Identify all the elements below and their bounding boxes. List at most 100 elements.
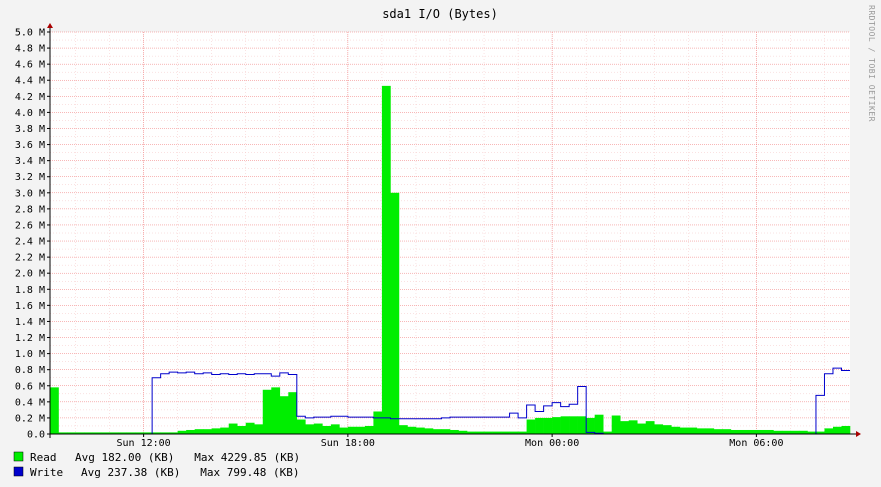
read-bar — [526, 419, 536, 434]
read-bar — [169, 432, 178, 434]
y-tick-label: 4.2 M — [15, 92, 45, 103]
read-bar — [194, 429, 204, 434]
read-bar — [688, 427, 698, 434]
y-tick-label: 3.4 M — [15, 156, 45, 167]
y-tick-label: 5.0 M — [15, 28, 45, 39]
y-tick-label: 2.8 M — [15, 204, 45, 215]
read-bar — [237, 425, 247, 434]
read-bar — [713, 429, 723, 434]
read-bar — [186, 429, 195, 434]
read-bar — [773, 430, 783, 434]
read-bar — [415, 427, 425, 434]
read-bar — [347, 426, 357, 434]
read-bar — [492, 431, 502, 434]
y-tick-label: 2.2 M — [15, 253, 45, 264]
x-axis-ticks: Sun 12:00 Sun 18:00 Mon 00:00 Mon 06:00 — [117, 434, 783, 449]
read-bar — [790, 430, 800, 434]
read-bar — [58, 432, 68, 434]
read-bar — [271, 387, 281, 434]
read-bar — [747, 429, 757, 434]
read-bar — [330, 424, 340, 434]
y-tick-label: 0.8 M — [15, 365, 45, 376]
read-bar — [722, 429, 732, 434]
read-bar — [696, 428, 706, 434]
read-bar — [637, 423, 647, 434]
read-bar — [364, 425, 374, 434]
read-bar — [705, 428, 715, 434]
y-tick-label: 2.0 M — [15, 269, 45, 280]
read-bar — [560, 416, 570, 434]
chart-title: sda1 I/O (Bytes) — [382, 7, 498, 21]
y-tick-label: 0.0 — [27, 430, 45, 441]
read-bar — [509, 431, 519, 434]
read-bar — [254, 424, 264, 434]
read-bar — [262, 389, 272, 434]
y-tick-label: 4.0 M — [15, 108, 45, 119]
y-tick-label: 4.8 M — [15, 44, 45, 55]
read-bar — [390, 192, 400, 434]
read-bar — [543, 417, 553, 434]
read-bar — [339, 427, 349, 434]
read-bar — [160, 432, 170, 434]
major-gridlines — [50, 31, 850, 434]
legend-write-stats: Avg 237.38 (KB) Max 799.48 (KB) — [81, 466, 300, 479]
read-bar — [203, 429, 213, 434]
read-bar — [245, 422, 255, 434]
legend: Read Avg 182.00 (KB) Max 4229.85 (KB) Wr… — [13, 451, 300, 479]
read-bar — [143, 432, 153, 434]
read-bar — [432, 429, 442, 434]
read-bar — [279, 396, 289, 434]
read-bar — [671, 426, 681, 434]
read-bar — [126, 432, 136, 434]
read-bar — [373, 411, 383, 434]
y-tick-label: 2.6 M — [15, 220, 45, 231]
read-bar — [381, 85, 391, 435]
read-bar — [552, 417, 561, 434]
y-tick-label: 4.4 M — [15, 76, 45, 87]
read-bar — [756, 429, 766, 434]
read-bar — [407, 426, 417, 434]
read-bar — [654, 424, 664, 434]
y-tick-label: 1.0 M — [15, 349, 45, 360]
read-bar — [739, 429, 749, 434]
read-bar — [398, 425, 408, 434]
y-tick-label: 3.2 M — [15, 172, 45, 183]
y-tick-label: 0.2 M — [15, 413, 45, 424]
read-bar — [764, 429, 774, 434]
read-bar — [313, 423, 323, 434]
x-tick-label: Sun 12:00 — [117, 438, 171, 449]
read-bar — [467, 431, 476, 434]
legend-read-swatch — [13, 451, 24, 462]
rrdtool-watermark: RRDTOOL / TOBI OETIKER — [867, 5, 876, 122]
y-axis-arrow — [47, 23, 53, 28]
read-bar — [611, 415, 621, 434]
read-bar — [679, 427, 689, 434]
x-tick-label: Mon 00:00 — [525, 438, 579, 449]
read-bar — [475, 431, 485, 434]
read-bar — [67, 432, 76, 434]
read-bar — [177, 430, 187, 434]
read-bar — [824, 428, 834, 434]
legend-read-name: Read — [30, 451, 57, 464]
legend-read-stats: Avg 182.00 (KB) Max 4229.85 (KB) — [75, 451, 300, 464]
read-bar — [594, 414, 604, 434]
read-bar — [441, 429, 451, 434]
read-bar — [518, 431, 527, 434]
y-tick-label: 2.4 M — [15, 237, 45, 248]
read-bar — [781, 430, 791, 434]
read-bar — [152, 432, 161, 434]
read-bar — [645, 421, 655, 434]
read-bar — [815, 431, 825, 434]
read-bar — [228, 423, 238, 434]
read-bar — [118, 432, 127, 434]
read-bar — [50, 387, 59, 434]
read-bar — [220, 427, 230, 434]
read-bar — [450, 429, 459, 434]
read-bar — [296, 419, 306, 434]
y-tick-label: 3.8 M — [15, 124, 45, 135]
read-bar — [798, 430, 808, 434]
x-axis-arrow — [856, 431, 861, 437]
read-bar — [211, 428, 221, 434]
